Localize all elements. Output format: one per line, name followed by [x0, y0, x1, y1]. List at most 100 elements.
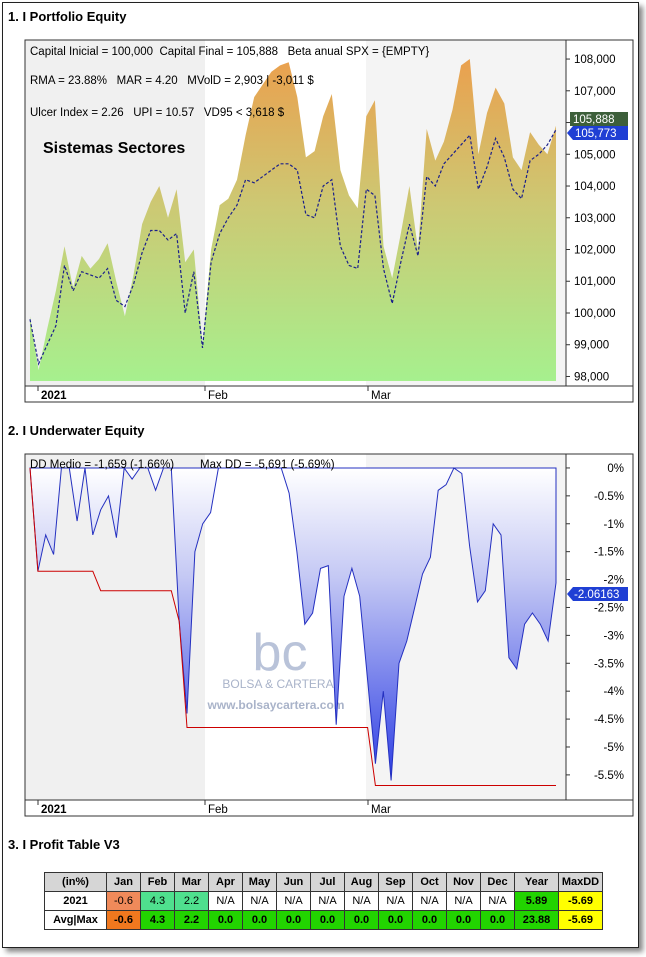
profit-table-header-cell: Sep	[378, 872, 413, 892]
watermark-name: BOLSA & CARTERA	[222, 677, 333, 691]
underwater-y-tick-label: -5%	[604, 742, 624, 754]
profit-table-header-cell: Year	[514, 872, 559, 892]
profit-table-cell: N/A	[242, 891, 277, 911]
profit-table-header-cell: Nov	[446, 872, 481, 892]
underwater-chart-border	[24, 453, 634, 817]
profit-table-cell: -0.6	[106, 910, 141, 930]
profit-table-cell: 0.0	[276, 910, 311, 930]
x-tick-label: Feb	[208, 390, 228, 402]
profit-table-cell: 5.89	[514, 891, 559, 911]
equity-stats-line-3: Ulcer Index = 2.26 UPI = 10.57 VD95 < 3,…	[30, 107, 285, 119]
profit-table-header-cell: May	[242, 872, 277, 892]
profit-table-row: Avg|Max -0.6 4.3 2.2 0.0 0.0 0.0 0.0 0.0 0.0 0.0 0.…	[44, 910, 603, 930]
max-drawdown-line-layer	[29, 467, 556, 786]
profit-table-cell: 23.88	[514, 910, 559, 930]
system-name-label: Sistemas Sectores	[43, 140, 185, 157]
profit-table-header-cell: Mar	[174, 872, 209, 892]
equity-y-tick-label: 103,000	[574, 213, 616, 225]
profit-table-row: 2021 -0.6 4.3 2.2 N/A N/A N/A N/A N/A N/A N/A N/A N/…	[44, 891, 603, 911]
profit-table-header-row: (in%) Jan Feb Mar Apr May Jun Jul Aug Sep Oct Nov De…	[44, 872, 603, 892]
max-drawdown-line	[29, 467, 556, 786]
profit-table-cell: N/A	[208, 891, 243, 911]
profit-table-header-cell: (in%)	[44, 872, 107, 892]
equity-y-tick-label: 108,000	[574, 54, 616, 66]
watermark-url: www.bolsaycartera.com	[207, 698, 345, 712]
underwater-y-tick-label: -1%	[604, 519, 624, 531]
equity-area-layer	[30, 59, 556, 381]
underwater-y-tick-label: -2.5%	[594, 602, 624, 614]
equity-x-ticks: 2021 Feb Mar	[37, 386, 391, 402]
underwater-y-tick-label: -5.5%	[594, 770, 624, 782]
profit-table-header-cell: Jan	[106, 872, 141, 892]
underwater-area	[29, 466, 557, 781]
profit-table-cell: N/A	[310, 891, 345, 911]
profit-table-header-cell: Oct	[412, 872, 447, 892]
last-value-badge-bg	[570, 112, 628, 126]
profit-table-cell: 4.3	[140, 910, 175, 930]
profit-table-header-cell: Dec	[480, 872, 515, 892]
underwater-area-layer	[29, 466, 557, 781]
watermark-logo: bc	[253, 624, 308, 682]
equity-y-tick-label: 101,000	[574, 276, 616, 288]
underwater-last-text: -2.06163	[574, 589, 619, 601]
underwater-stats: DD Medio = -1,659 (-1.66%)	[30, 459, 174, 471]
last-value-badge: 105,888	[570, 112, 628, 126]
equity-y-tick-label: 102,000	[574, 245, 616, 257]
profit-table-cell: N/A	[344, 891, 379, 911]
profit-table-header-cell: MaxDD	[558, 872, 603, 892]
x-tick-label: 2021	[41, 390, 67, 402]
profit-table-cell: 0.0	[208, 910, 243, 930]
profit-table-cell: 0.0	[480, 910, 515, 930]
underwater-y-tick-label: 0%	[607, 463, 624, 475]
underwater-y-tick-label: -1.5%	[594, 547, 624, 559]
profit-table-cell: 0.0	[344, 910, 379, 930]
equity-y-tick-label: 107,000	[574, 86, 616, 98]
equity-y-tick-label: 99,000	[574, 340, 609, 352]
profit-table-row-label: 2021	[44, 891, 107, 911]
profit-table-header-cell: Feb	[140, 872, 175, 892]
benchmark-line	[29, 129, 557, 366]
profit-table-cell: 2.2	[174, 891, 209, 911]
equity-y-tick-label: 105,000	[574, 149, 616, 161]
profit-table-header-cell: Jul	[310, 872, 345, 892]
x-tick-label: Feb	[208, 804, 228, 816]
profit-table-cell: N/A	[378, 891, 413, 911]
underwater-equity-title: 2. I Underwater Equity	[8, 423, 145, 438]
profit-table-cell: N/A	[412, 891, 447, 911]
profit-table-header-cell: Apr	[208, 872, 243, 892]
underwater-last-badge: -2.06163	[567, 587, 628, 601]
underwater-y-ticks: 0% -0.5% -1% -1.5% -2% -2.5% -3% -3.5% -4% -4.5% -…	[566, 463, 624, 782]
equity-y-tick-label: 100,000	[574, 308, 616, 320]
profit-table-cell: -5.69	[558, 910, 603, 930]
x-tick-label: 2021	[41, 804, 67, 816]
profit-table-cell: 0.0	[412, 910, 447, 930]
underwater-y-tick-label: -3.5%	[594, 658, 624, 670]
equity-y-ticks: 108,000107,000106,000105,000104,000103,0…	[566, 54, 616, 383]
profit-table-cell: N/A	[276, 891, 311, 911]
profit-table-cell: 2.2	[174, 910, 209, 930]
equity-y-tick-label: 104,000	[574, 181, 616, 193]
last-benchmark-badge-bg	[567, 126, 628, 140]
underwater-chart: bc BOLSA & CARTERA www.bolsaycartera.com…	[24, 453, 634, 817]
equity-chart-border	[24, 39, 634, 403]
x-tick-label: Mar	[371, 804, 391, 816]
profit-table-cell: N/A	[446, 891, 481, 911]
underwater-y-tick-label: -3%	[604, 630, 624, 642]
equity-chart: 108,000107,000106,000105,000104,000103,0…	[24, 39, 634, 403]
profit-table-cell: -0.6	[106, 891, 141, 911]
equity-area	[30, 59, 556, 381]
profit-table-header-cell: Aug	[344, 872, 379, 892]
profit-table-cell: -5.69	[558, 891, 603, 911]
underwater-y-tick-label: -4%	[604, 686, 624, 698]
portfolio-equity-title: 1. I Portfolio Equity	[8, 9, 127, 24]
profit-table-cell: N/A	[480, 891, 515, 911]
profit-table-row-label: Avg|Max	[44, 910, 107, 930]
profit-table-cell: 4.3	[140, 891, 175, 911]
underwater-x-ticks: 2021 Feb Mar	[37, 800, 391, 816]
benchmark-line-layer	[29, 129, 557, 366]
watermark: bc BOLSA & CARTERA www.bolsaycartera.com	[207, 624, 345, 712]
profit-table-title: 3. I Profit Table V3	[8, 837, 120, 852]
last-benchmark-text: 105,773	[575, 128, 617, 140]
